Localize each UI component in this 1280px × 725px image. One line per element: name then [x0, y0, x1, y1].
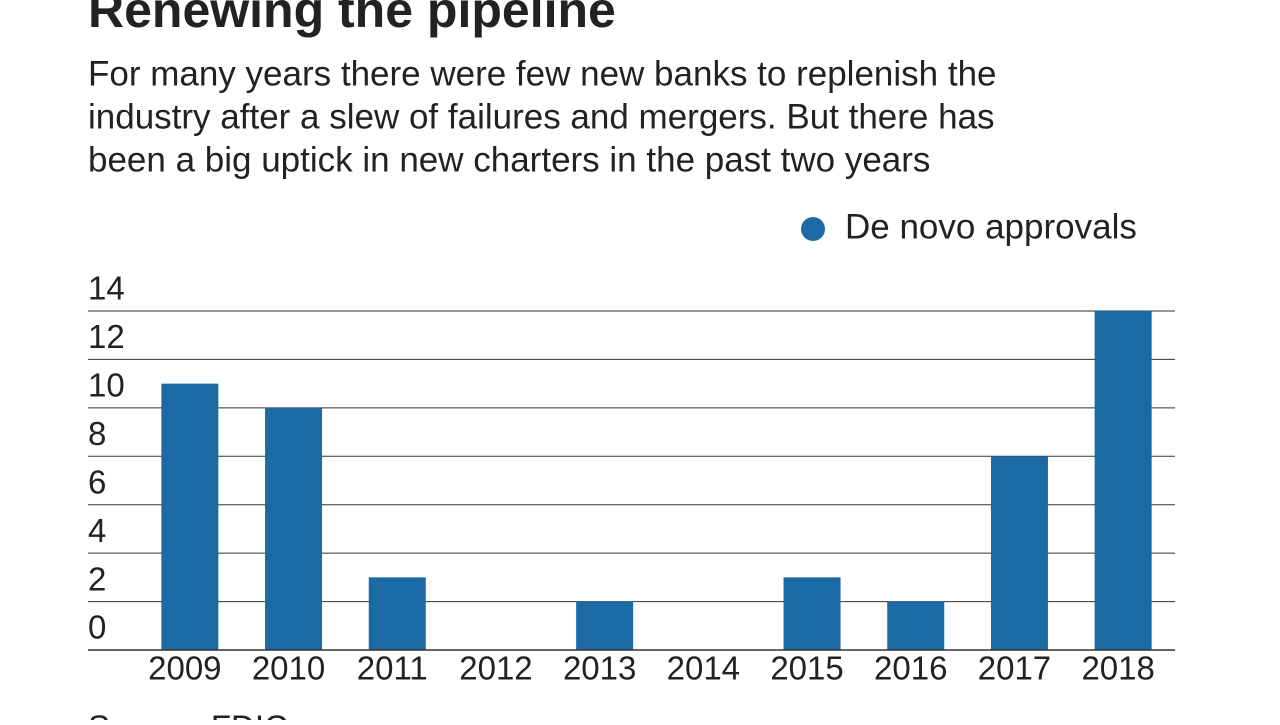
x-tick-label: 2016 — [874, 650, 947, 687]
y-tick-label: 12 — [88, 318, 125, 355]
y-tick-label: 2 — [88, 560, 106, 597]
x-tick-label: 2018 — [1081, 650, 1154, 687]
x-tick-label: 2015 — [770, 650, 843, 687]
x-tick-label: 2009 — [148, 650, 221, 687]
source: Source: FDIC — [88, 709, 288, 720]
bar — [161, 383, 219, 650]
bar — [783, 577, 841, 650]
legend-label: De novo approvals — [845, 207, 1137, 246]
subtitle-line: industry after a slew of failures and me… — [88, 97, 995, 136]
bar — [990, 456, 1048, 650]
subtitle-line: been a big uptick in new charters in the… — [88, 140, 930, 179]
bar — [265, 407, 323, 650]
bar — [1094, 311, 1152, 650]
y-tick-label: 4 — [88, 512, 106, 549]
legend-marker — [801, 217, 825, 241]
bar — [887, 601, 945, 650]
chart-title: Renewing the pipeline — [88, 0, 616, 38]
y-tick-label: 8 — [88, 415, 106, 452]
x-tick-label: 2012 — [459, 650, 532, 687]
y-tick-label: 14 — [88, 270, 125, 307]
x-tick-label: 2017 — [978, 650, 1051, 687]
y-tick-label: 10 — [88, 367, 125, 404]
subtitle-line: For many years there were few new banks … — [88, 54, 997, 93]
x-tick-label: 2010 — [252, 650, 325, 687]
y-tick-label: 6 — [88, 463, 106, 500]
bar — [368, 577, 426, 650]
x-tick-label: 2011 — [357, 650, 428, 687]
bar — [576, 601, 634, 650]
x-tick-label: 2013 — [563, 650, 636, 687]
x-tick-label: 2014 — [667, 650, 740, 687]
y-tick-label: 0 — [88, 609, 106, 646]
